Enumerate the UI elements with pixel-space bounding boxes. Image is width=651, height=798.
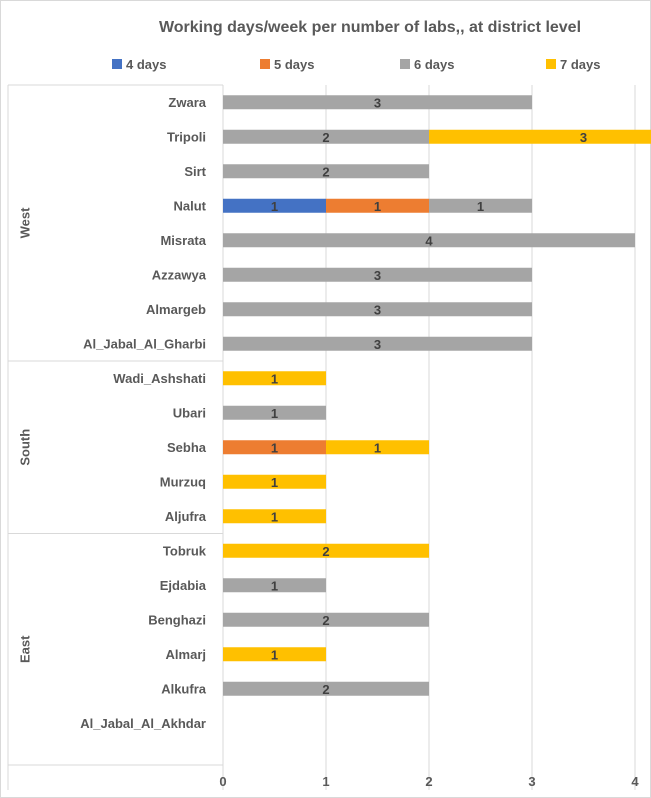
data-label-tripoli-6-days: 2 <box>322 130 329 145</box>
data-label-tobruk-7-days: 2 <box>322 544 329 559</box>
bar-tripoli-7-days <box>429 129 651 144</box>
chart-title: Working days/week per number of labs,, a… <box>159 19 581 36</box>
category-label-nalut: Nalut <box>174 198 207 213</box>
legend-item-6-days: 6 days <box>400 57 454 72</box>
bar-nalut-6-days <box>429 198 532 213</box>
data-label-ubari-6-days: 1 <box>271 406 278 421</box>
bar-tripoli-6-days <box>223 129 429 144</box>
bar-nalut-5-days <box>326 198 429 213</box>
legend-swatch-7-days <box>546 59 556 69</box>
data-label-nalut-4-days: 1 <box>271 199 278 214</box>
category-label-al-jabal-al-gharbi: Al_Jabal_Al_Gharbi <box>83 336 206 351</box>
x-tick-label-2: 2 <box>425 774 432 789</box>
bar-azzawya-6-days <box>223 267 532 282</box>
bar-benghazi-6-days <box>223 612 429 627</box>
bar-zwara-6-days <box>223 95 532 110</box>
data-label-benghazi-6-days: 2 <box>322 613 329 628</box>
category-label-azzawya: Azzawya <box>152 267 207 282</box>
bar-ubari-6-days <box>223 405 326 420</box>
legend: 4 days 5 days 6 days 7 days <box>112 57 600 72</box>
data-label-nalut-5-days: 1 <box>374 199 381 214</box>
category-label-ejdabia: Ejdabia <box>160 578 207 593</box>
data-label-nalut-6-days: 1 <box>477 199 484 214</box>
category-label-zwara: Zwara <box>168 95 206 110</box>
data-label-almargeb-6-days: 3 <box>374 302 381 317</box>
bar-sirt-6-days <box>223 164 429 179</box>
category-label-al-jabal-al-akhdar: Al_Jabal_Al_Akhdar <box>80 716 206 731</box>
data-label-sirt-6-days: 2 <box>322 164 329 179</box>
bar-tobruk-7-days <box>223 543 429 558</box>
x-tick-label-0: 0 <box>219 774 226 789</box>
x-tick-label-3: 3 <box>528 774 535 789</box>
group-label-south: South <box>18 429 33 466</box>
legend-swatch-6-days <box>400 59 410 69</box>
legend-label-7-days: 7 days <box>560 57 600 72</box>
data-label-almarj-7-days: 1 <box>271 647 278 662</box>
bar-nalut-4-days <box>223 198 326 213</box>
bar-misrata-6-days <box>223 233 635 248</box>
bars <box>223 95 651 696</box>
category-label-almargeb: Almargeb <box>146 302 206 317</box>
x-axis-ticks: 0 1 2 3 4 <box>219 774 639 789</box>
category-label-benghazi: Benghazi <box>148 612 206 627</box>
data-label-sebha-7-days: 1 <box>374 440 381 455</box>
legend-item-5-days: 5 days <box>260 57 314 72</box>
bar-al-jabal-al-gharbi-6-days <box>223 336 532 351</box>
bar-alkufra-6-days <box>223 681 429 696</box>
category-label-wadi-ashshati: Wadi_Ashshati <box>113 371 206 386</box>
category-label-tripoli: Tripoli <box>167 129 206 144</box>
legend-label-5-days: 5 days <box>274 57 314 72</box>
legend-item-4-days: 4 days <box>112 57 166 72</box>
bar-murzuq-7-days <box>223 474 326 489</box>
data-label-murzuq-7-days: 1 <box>271 475 278 490</box>
legend-swatch-5-days <box>260 59 270 69</box>
data-label-al-jabal-al-gharbi-6-days: 3 <box>374 337 381 352</box>
category-label-tobruk: Tobruk <box>163 543 207 558</box>
data-label-wadi-ashshati-7-days: 1 <box>271 371 278 386</box>
group-label-east: East <box>18 635 33 663</box>
category-label-sirt: Sirt <box>184 164 206 179</box>
bar-sebha-5-days <box>223 440 326 455</box>
bar-ejdabia-6-days <box>223 578 326 593</box>
category-label-aljufra: Aljufra <box>165 509 207 524</box>
bar-almarj-7-days <box>223 647 326 662</box>
legend-label-4-days: 4 days <box>126 57 166 72</box>
bar-wadi-ashshati-7-days <box>223 371 326 386</box>
bar-aljufra-7-days <box>223 509 326 524</box>
data-label-aljufra-7-days: 1 <box>271 509 278 524</box>
data-label-ejdabia-6-days: 1 <box>271 578 278 593</box>
x-tick-label-4: 4 <box>631 774 639 789</box>
category-label-sebha: Sebha <box>167 440 207 455</box>
bar-almargeb-6-days <box>223 302 532 317</box>
data-label-misrata-6-days: 4 <box>425 233 433 248</box>
category-label-ubari: Ubari <box>173 405 206 420</box>
legend-swatch-4-days <box>112 59 122 69</box>
category-label-murzuq: Murzuq <box>160 474 206 489</box>
data-labels: 3 2 3 2 1 1 1 4 3 3 3 1 1 1 1 1 1 2 1 2 1 2 <box>271 95 587 697</box>
legend-label-6-days: 6 days <box>414 57 454 72</box>
data-label-azzawya-6-days: 3 <box>374 268 381 283</box>
data-label-tripoli-7-days: 3 <box>580 130 587 145</box>
category-label-almarj: Almarj <box>166 647 206 662</box>
data-label-zwara-6-days: 3 <box>374 95 381 110</box>
legend-item-7-days: 7 days <box>546 57 600 72</box>
x-tick-label-1: 1 <box>322 774 329 789</box>
group-label-west: West <box>18 207 33 238</box>
category-label-misrata: Misrata <box>160 233 206 248</box>
category-label-alkufra: Alkufra <box>161 681 207 696</box>
data-label-sebha-5-days: 1 <box>271 440 278 455</box>
bar-sebha-7-days <box>326 440 429 455</box>
data-label-alkufra-6-days: 2 <box>322 682 329 697</box>
